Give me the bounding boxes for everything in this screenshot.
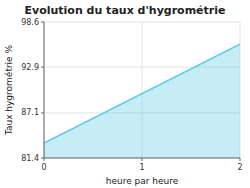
x-axis-label: heure par heure <box>106 176 179 186</box>
grid-line-x <box>44 22 45 158</box>
y-tick <box>41 67 44 68</box>
axes: 81.4 87.1 92.9 98.6 0 1 2 <box>21 18 242 173</box>
y-tick <box>41 22 44 23</box>
x-tick-label: 2 <box>237 163 242 172</box>
chart-svg: 81.4 87.1 92.9 98.6 0 1 2 heure par heure Taux h… <box>0 0 250 188</box>
plot-area <box>44 44 240 158</box>
chart-container: 81.4 87.1 92.9 98.6 0 1 2 heure par heure Taux h… <box>0 0 250 188</box>
y-axis-label: Taux hygrométrie % <box>4 44 14 136</box>
y-axis-line <box>44 22 45 158</box>
x-tick <box>44 158 45 161</box>
area-line <box>44 44 240 143</box>
y-tick <box>41 112 44 113</box>
grid <box>44 22 240 158</box>
y-tick-label: 81.4 <box>21 154 39 163</box>
x-tick <box>240 158 241 161</box>
chart-title: Evolution du taux d'hygrométrie <box>25 4 226 17</box>
y-tick-label: 87.1 <box>21 108 39 117</box>
x-tick-label: 1 <box>139 163 144 172</box>
y-tick-label: 98.6 <box>21 18 39 27</box>
x-tick-label: 0 <box>41 163 46 172</box>
x-tick <box>142 158 143 161</box>
y-tick-label: 92.9 <box>21 63 39 72</box>
area-fill <box>44 44 240 158</box>
